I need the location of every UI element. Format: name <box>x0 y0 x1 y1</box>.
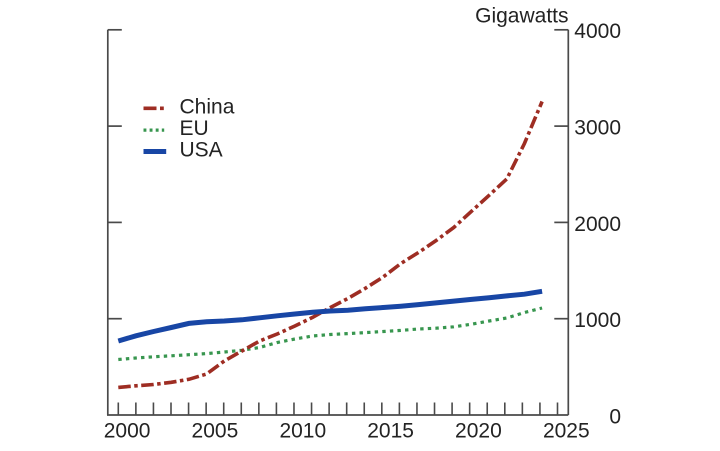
svg-text:2025: 2025 <box>543 419 590 442</box>
svg-text:2005: 2005 <box>192 419 239 442</box>
svg-text:2000: 2000 <box>574 213 621 236</box>
svg-text:China: China <box>180 95 235 118</box>
svg-text:4000: 4000 <box>574 20 621 43</box>
svg-text:EU: EU <box>180 117 209 140</box>
svg-text:3000: 3000 <box>574 117 621 140</box>
svg-text:2010: 2010 <box>279 419 326 442</box>
svg-text:2000: 2000 <box>104 419 151 442</box>
svg-text:USA: USA <box>180 139 223 162</box>
svg-text:2020: 2020 <box>455 419 502 442</box>
svg-text:0: 0 <box>609 405 621 428</box>
svg-text:1000: 1000 <box>574 309 621 332</box>
svg-text:2015: 2015 <box>367 419 414 442</box>
svg-text:Gigawatts: Gigawatts <box>475 5 568 28</box>
